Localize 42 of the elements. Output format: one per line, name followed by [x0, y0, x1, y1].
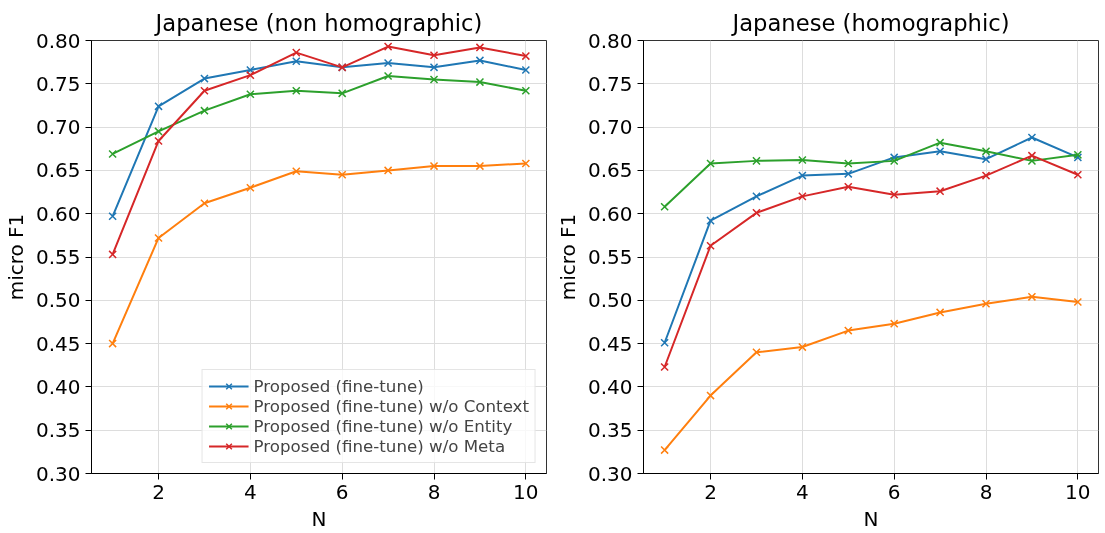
chart-title: Japanese (homographic) — [730, 9, 1010, 36]
x-axis-title: N — [311, 506, 327, 531]
x-tick-label: 8 — [979, 479, 993, 504]
x-tick-label: 2 — [704, 479, 717, 504]
y-tick-label: 0.35 — [587, 418, 633, 443]
y-tick-label: 0.30 — [587, 461, 633, 486]
y-tick-label: 0.45 — [35, 331, 81, 356]
y-tick-label: 0.75 — [35, 71, 81, 96]
y-tick-label: 0.80 — [587, 28, 633, 53]
y-tick-label: 0.70 — [35, 115, 81, 140]
x-tick-label: 6 — [887, 479, 901, 504]
x-tick-label: 2 — [152, 479, 165, 504]
x-tick-label: 6 — [335, 479, 349, 504]
x-tick-label: 4 — [244, 479, 257, 504]
y-tick-label: 0.75 — [587, 71, 633, 96]
x-tick-label: 4 — [796, 479, 809, 504]
x-tick-label: 10 — [513, 479, 539, 504]
legend-label: Proposed (fine-tune) w/o Context — [253, 396, 529, 416]
y-tick-label: 0.80 — [35, 28, 81, 53]
y-tick-label: 0.40 — [587, 374, 633, 399]
y-tick-label: 0.70 — [587, 115, 633, 140]
y-tick-label: 0.45 — [587, 331, 633, 356]
x-tick-label: 10 — [1065, 479, 1091, 504]
y-tick-label: 0.55 — [587, 245, 633, 269]
y-axis-title: micro F1 — [3, 213, 28, 301]
legend-label: Proposed (fine-tune) — [253, 376, 424, 396]
legend-label: Proposed (fine-tune) w/o Entity — [253, 416, 513, 436]
chart-title: Japanese (non homographic) — [153, 9, 483, 36]
y-tick-label: 0.55 — [35, 245, 81, 269]
y-tick-label: 0.40 — [35, 374, 81, 399]
y-tick-label: 0.60 — [35, 201, 81, 226]
x-axis-title: N — [863, 506, 879, 531]
y-tick-label: 0.65 — [587, 158, 633, 183]
legend-label: Proposed (fine-tune) w/o Meta — [253, 436, 506, 456]
y-tick-label: 0.50 — [587, 288, 633, 313]
y-tick-label: 0.30 — [35, 461, 81, 486]
y-tick-label: 0.60 — [587, 201, 633, 226]
y-tick-label: 0.65 — [35, 158, 81, 183]
y-tick-label: 0.50 — [35, 288, 81, 313]
y-tick-label: 0.35 — [35, 418, 81, 443]
x-tick-label: 8 — [427, 479, 441, 504]
y-axis-title: micro F1 — [555, 213, 580, 301]
